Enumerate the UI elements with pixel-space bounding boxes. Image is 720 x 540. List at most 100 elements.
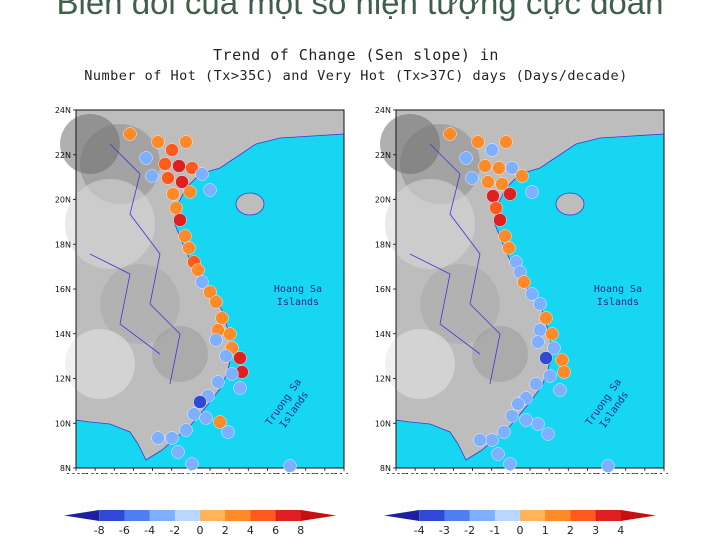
lon-label: 113E — [635, 472, 655, 474]
station-dot — [492, 161, 506, 175]
lat-label: 24N — [55, 106, 71, 115]
lat-label: 20N — [375, 196, 391, 205]
station-dot — [173, 213, 187, 227]
station-dot — [158, 157, 172, 171]
station-dot — [515, 169, 529, 183]
colorbar-tick-label: -3 — [439, 524, 450, 537]
colorbar-tick-label: -4 — [414, 524, 425, 537]
station-dot — [541, 427, 555, 441]
station-dot — [525, 185, 539, 199]
lon-label: 101E — [85, 472, 105, 474]
station-dot — [505, 161, 519, 175]
map-canvas: 24N22N20N18N16N14N12N10N8N100E101E102E10… — [55, 106, 350, 474]
colorbar-arrow-right — [620, 510, 656, 521]
station-dot — [169, 201, 183, 215]
lat-label: 22N — [375, 151, 391, 160]
lat-label: 10N — [375, 419, 391, 428]
station-dot — [172, 159, 186, 173]
lon-label: 103E — [443, 472, 463, 474]
lon-label: 105E — [162, 472, 182, 474]
lat-label: 8N — [380, 464, 391, 473]
station-dot — [199, 411, 213, 425]
lon-label: 105E — [482, 472, 502, 474]
colorbar-segment — [520, 510, 546, 521]
map-frame — [395, 109, 665, 469]
colorbar-tick-label: -1 — [489, 524, 500, 537]
station-dot — [531, 417, 545, 431]
lat-label: 12N — [375, 375, 391, 384]
lon-label: 109E — [558, 472, 578, 474]
hot-days-map: 24N22N20N18N16N14N12N10N8N100E101E102E10… — [50, 104, 350, 474]
station-dot — [161, 171, 175, 185]
station-dot — [473, 433, 487, 447]
station-dot — [195, 167, 209, 181]
station-dot — [601, 459, 615, 473]
station-dot — [502, 241, 516, 255]
station-dot — [547, 341, 561, 355]
station-dot — [166, 187, 180, 201]
station-dot — [175, 175, 189, 189]
lat-label: 22N — [55, 151, 71, 160]
very-hot-days-colorbar: -4 -3 -2 -1 0 1 2 3 4 — [384, 510, 656, 537]
station-dot — [233, 351, 247, 365]
station-dot — [191, 263, 205, 277]
station-dot — [553, 383, 567, 397]
colorbar-arrow-left — [64, 510, 100, 521]
hoang-sa-label: Hoang Sa — [594, 284, 642, 295]
station-dot — [183, 185, 197, 199]
station-dot — [182, 241, 196, 255]
colorbar-segment — [225, 510, 251, 521]
lat-label: 12N — [55, 375, 71, 384]
station-dot — [539, 351, 553, 365]
colorbar-arrow-right — [300, 510, 336, 521]
station-dot — [529, 377, 543, 391]
station-dot — [533, 297, 547, 311]
colorbar-tick-label: 4 — [617, 524, 624, 537]
colorbar-tick-label: 0 — [197, 524, 204, 537]
station-dot — [179, 423, 193, 437]
lon-label: 108E — [219, 472, 239, 474]
colorbar-tick-label: 8 — [297, 524, 304, 537]
colorbar-tick-label: 3 — [592, 524, 599, 537]
station-dot — [465, 171, 479, 185]
station-dot — [203, 285, 217, 299]
station-dot — [517, 275, 531, 289]
colorbar-segment — [250, 510, 277, 521]
lon-label: 114E — [654, 472, 670, 474]
lon-label: 112E — [296, 472, 316, 474]
station-dot — [225, 367, 239, 381]
colorbar-tick-label: 2 — [222, 524, 229, 537]
lon-label: 108E — [539, 472, 559, 474]
station-dot — [179, 135, 193, 149]
lon-label: 106E — [501, 472, 521, 474]
station-dot — [495, 177, 509, 191]
station-dot — [485, 433, 499, 447]
station-dot — [539, 311, 553, 325]
station-dot — [498, 229, 512, 243]
station-dot — [525, 287, 539, 301]
station-dot — [123, 127, 137, 141]
colorbar-tick-label: 0 — [517, 524, 524, 537]
border-line — [109, 143, 181, 385]
station-dot — [195, 275, 209, 289]
terrain-shade — [152, 326, 208, 382]
station-dot — [193, 395, 207, 409]
colorbar-tick-label: -2 — [169, 524, 180, 537]
station-dot — [223, 327, 237, 341]
hainan-island — [235, 192, 265, 216]
station-dot — [165, 431, 179, 445]
hot-days-colorbar: -8 -6 -4 -2 0 2 4 6 8 — [64, 510, 336, 537]
lon-label: 114E — [334, 472, 350, 474]
terrain-shade — [65, 329, 135, 399]
station-dot — [145, 169, 159, 183]
station-dot — [185, 457, 199, 471]
station-dot — [531, 335, 545, 349]
station-dot — [211, 375, 225, 389]
lat-label: 14N — [375, 330, 391, 339]
lon-label: 102E — [104, 472, 124, 474]
colorbar-tick-label: 2 — [567, 524, 574, 537]
station-dot — [203, 183, 217, 197]
station-dot — [185, 161, 199, 175]
colorbar-segment — [99, 510, 125, 521]
station-dot — [497, 425, 511, 439]
